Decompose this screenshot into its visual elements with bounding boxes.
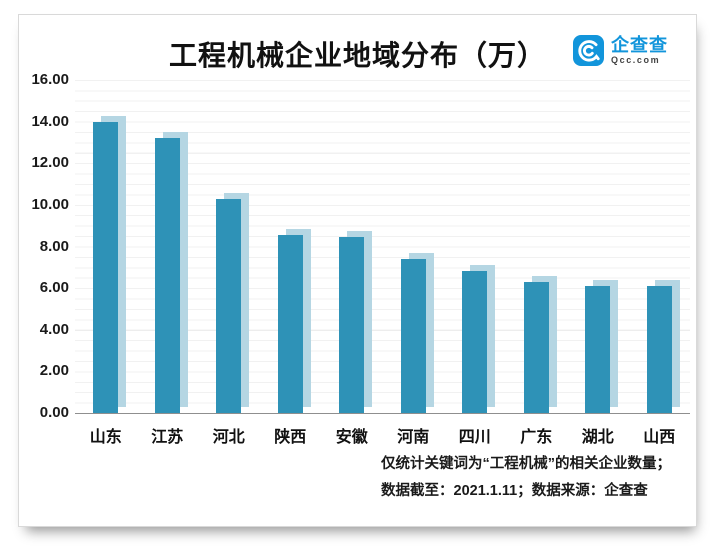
x-axis-label: 河南 xyxy=(397,429,430,446)
bar-slot xyxy=(567,80,629,413)
bar xyxy=(585,280,619,413)
bar xyxy=(523,275,557,413)
x-axis-label: 陕西 xyxy=(274,429,307,446)
bar-fill xyxy=(154,138,180,413)
x-axis-label: 河北 xyxy=(212,429,245,446)
bar xyxy=(154,132,188,413)
x-axis-label: 湖北 xyxy=(581,429,614,446)
bar-fill xyxy=(339,237,365,413)
y-axis-label: 10.00 xyxy=(31,195,69,213)
x-axis-label: 安徽 xyxy=(335,429,368,446)
x-axis-label: 山东 xyxy=(89,429,122,446)
title-row: 工程机械企业地域分布（万） xyxy=(19,33,696,75)
bar-slot xyxy=(321,80,383,413)
bar xyxy=(400,253,434,413)
x-axis-label: 四川 xyxy=(458,429,491,446)
bar-fill xyxy=(277,235,303,413)
footnote: 仅统计关键词为“工程机械”的相关企业数量； 数据截至：2021.1.11；数据来… xyxy=(381,451,671,505)
footnote-line2: 数据截至：2021.1.11；数据来源：企查查 xyxy=(381,483,648,499)
y-axis-label: 14.00 xyxy=(31,112,69,130)
plot-area xyxy=(75,80,690,414)
bar xyxy=(646,280,680,413)
bar-fill xyxy=(93,121,119,413)
bar-fill xyxy=(585,286,611,413)
bar-fill xyxy=(646,286,672,413)
logo-domain: Qcc.com xyxy=(611,54,661,65)
y-axis-label: 6.00 xyxy=(39,279,69,297)
bar xyxy=(216,192,250,413)
bar-fill xyxy=(400,259,426,413)
y-axis-label: 12.00 xyxy=(31,154,69,172)
bar-slot xyxy=(629,80,691,413)
bars xyxy=(75,80,690,413)
y-axis-label: 8.00 xyxy=(39,237,69,255)
bar-slot xyxy=(506,80,568,413)
y-axis-label: 16.00 xyxy=(31,71,69,88)
logo-name: 企查查 xyxy=(611,34,668,55)
chart-card: 工程机械企业地域分布（万） 企查查 Qcc.com 16.00 14.00 12.0… xyxy=(18,14,697,527)
footnote-line1: 仅统计关键词为“工程机械”的相关企业数量； xyxy=(381,456,671,472)
x-axis-label: 江苏 xyxy=(151,429,184,446)
bar-slot xyxy=(137,80,199,413)
bar-slot xyxy=(444,80,506,413)
y-axis-label: 2.00 xyxy=(39,362,69,380)
bar-slot xyxy=(198,80,260,413)
bar-slot xyxy=(260,80,322,413)
bar xyxy=(277,229,311,413)
bar-slot xyxy=(75,80,137,413)
x-axis-label: 广东 xyxy=(520,429,553,446)
logo-text: 企查查 Qcc.com xyxy=(611,34,668,65)
chart-title: 工程机械企业地域分布（万） xyxy=(168,40,546,71)
bar xyxy=(339,231,373,413)
qcc-logo: 企查查 Qcc.com xyxy=(573,35,668,66)
bar-fill xyxy=(523,281,549,413)
bar-fill xyxy=(216,198,242,413)
x-axis-labels: 山东 江苏 河北 陕西 安徽 河南 四川 广东 湖北 山西 xyxy=(75,423,690,447)
x-axis-label: 山西 xyxy=(643,429,676,446)
bar-slot xyxy=(383,80,445,413)
bar-fill xyxy=(462,271,488,413)
bar xyxy=(93,115,127,413)
qcc-spiral-c-icon xyxy=(573,35,604,66)
y-axis-label: 0.00 xyxy=(39,404,69,421)
bar xyxy=(462,265,496,413)
y-axis-label: 4.00 xyxy=(39,320,69,338)
